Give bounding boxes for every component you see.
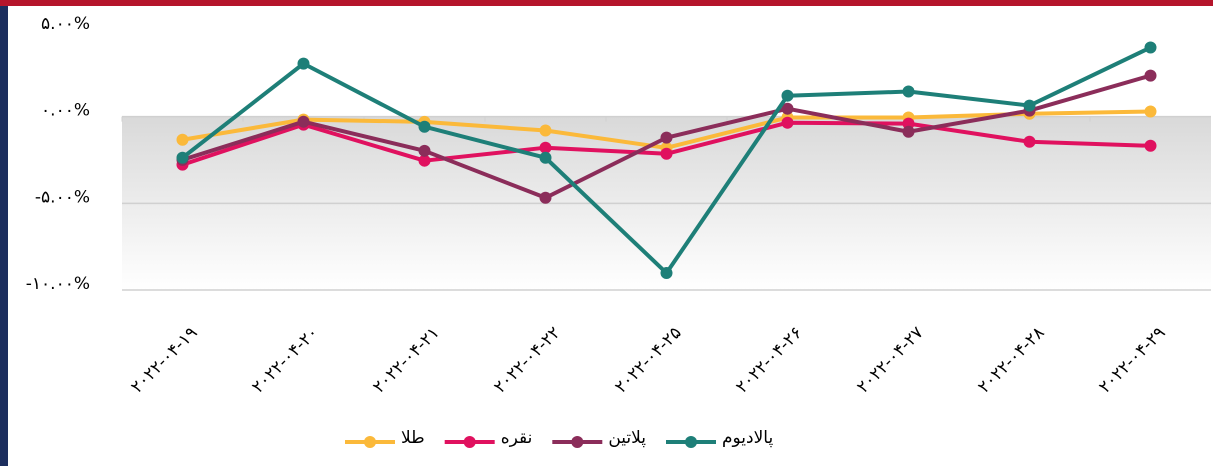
legend-marker — [685, 436, 697, 448]
point — [539, 191, 552, 204]
legend-label: پلاتین — [608, 428, 646, 448]
point — [1144, 139, 1157, 152]
legend-marker — [364, 436, 376, 448]
legend-label: طلا — [401, 428, 425, 448]
y-tick-label: ۰.۰۰% — [41, 101, 90, 121]
point — [1144, 69, 1157, 82]
legend-marker — [463, 436, 476, 448]
point — [781, 89, 794, 102]
legend-marker — [571, 436, 584, 448]
top-border — [0, 0, 1213, 6]
y-tick-label: -۱۰.۰۰% — [26, 274, 90, 294]
point — [660, 267, 673, 280]
point — [902, 85, 915, 98]
point — [418, 144, 431, 157]
point — [660, 147, 673, 160]
point — [781, 116, 794, 129]
point — [1023, 135, 1036, 148]
left-border — [0, 0, 8, 466]
point — [1144, 105, 1157, 118]
point — [176, 133, 189, 146]
y-tick-label: -۵.۰۰% — [35, 187, 90, 207]
point — [1023, 99, 1036, 112]
point — [902, 125, 915, 138]
point — [418, 154, 431, 167]
point — [539, 141, 552, 154]
point — [297, 115, 310, 128]
legend-label: نقره — [501, 428, 533, 448]
point — [418, 120, 431, 133]
point — [660, 131, 673, 144]
point — [1144, 41, 1157, 54]
point — [539, 151, 552, 164]
point — [781, 102, 794, 115]
point — [297, 57, 310, 70]
legend-label: پالادیوم — [722, 428, 773, 448]
point — [176, 151, 189, 164]
point — [539, 124, 552, 137]
y-tick-label: ۵.۰۰% — [41, 14, 90, 34]
